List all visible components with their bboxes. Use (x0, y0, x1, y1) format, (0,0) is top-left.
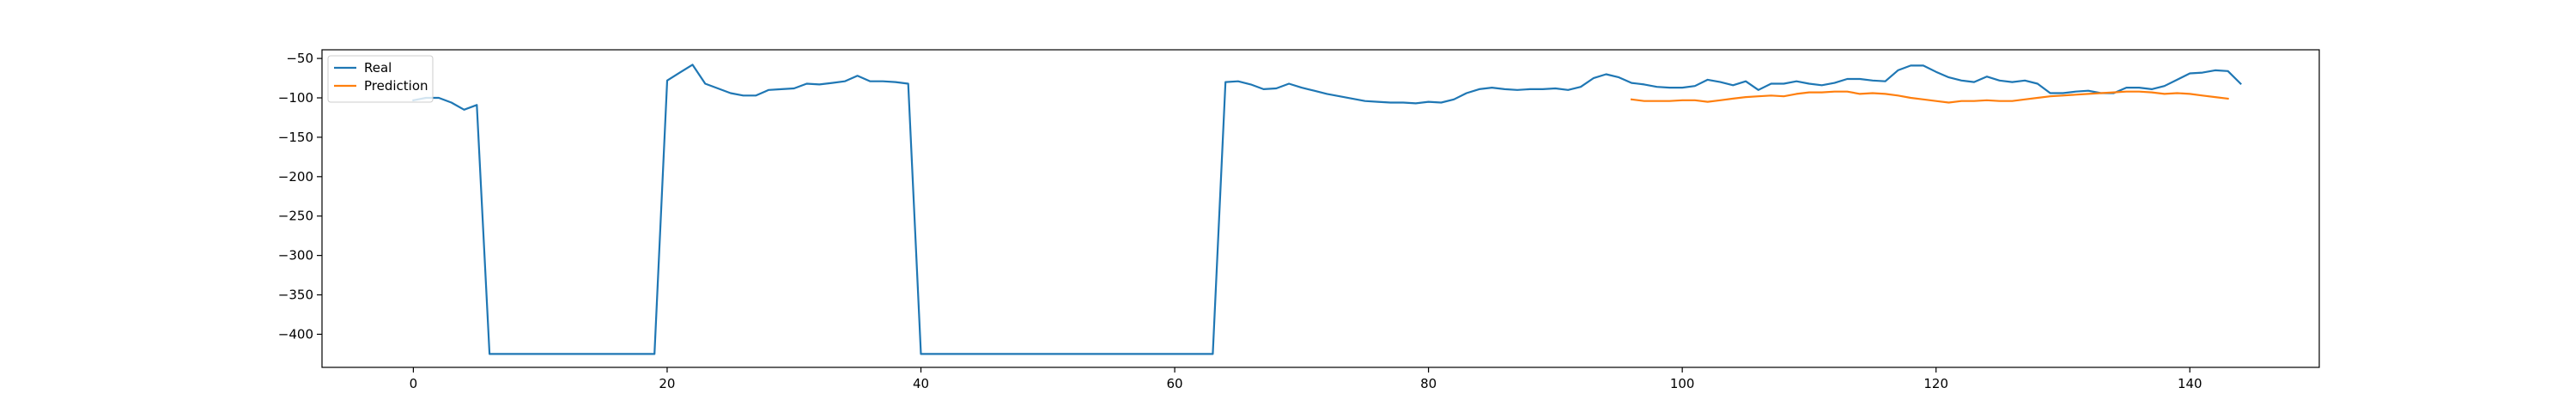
x-tick-label: 60 (1167, 376, 1183, 391)
x-tick-label: 140 (2178, 376, 2202, 391)
legend-label-prediction: Prediction (364, 78, 428, 94)
y-tick-label: −50 (286, 51, 313, 66)
plot-lines (412, 64, 2242, 355)
y-tick-label: −100 (278, 90, 313, 106)
plot-frame (321, 49, 2320, 368)
x-tick-label: 40 (913, 376, 929, 391)
legend-label-real: Real (364, 60, 392, 76)
y-tick-label: −300 (278, 248, 313, 264)
y-tick-label: −250 (278, 209, 313, 224)
x-tick-label: 80 (1420, 376, 1437, 391)
series-line-real (412, 64, 2242, 355)
y-tick-label: −200 (278, 169, 313, 185)
x-tick-label: 100 (1670, 376, 1695, 391)
y-tick-label: −400 (278, 326, 313, 342)
legend: Real Prediction (327, 55, 434, 103)
y-axis: −50 −100 −150 −200 −250 −300 −350 −400 (278, 51, 322, 342)
x-tick-label: 20 (659, 376, 675, 391)
x-tick-label: 120 (1923, 376, 1948, 391)
x-tick-label: 0 (410, 376, 418, 391)
series-line-prediction (1630, 90, 2229, 104)
y-tick-label: −150 (278, 130, 313, 145)
x-axis: 0 20 40 60 80 100 120 140 (410, 367, 2202, 391)
y-tick-label: −350 (278, 288, 313, 303)
